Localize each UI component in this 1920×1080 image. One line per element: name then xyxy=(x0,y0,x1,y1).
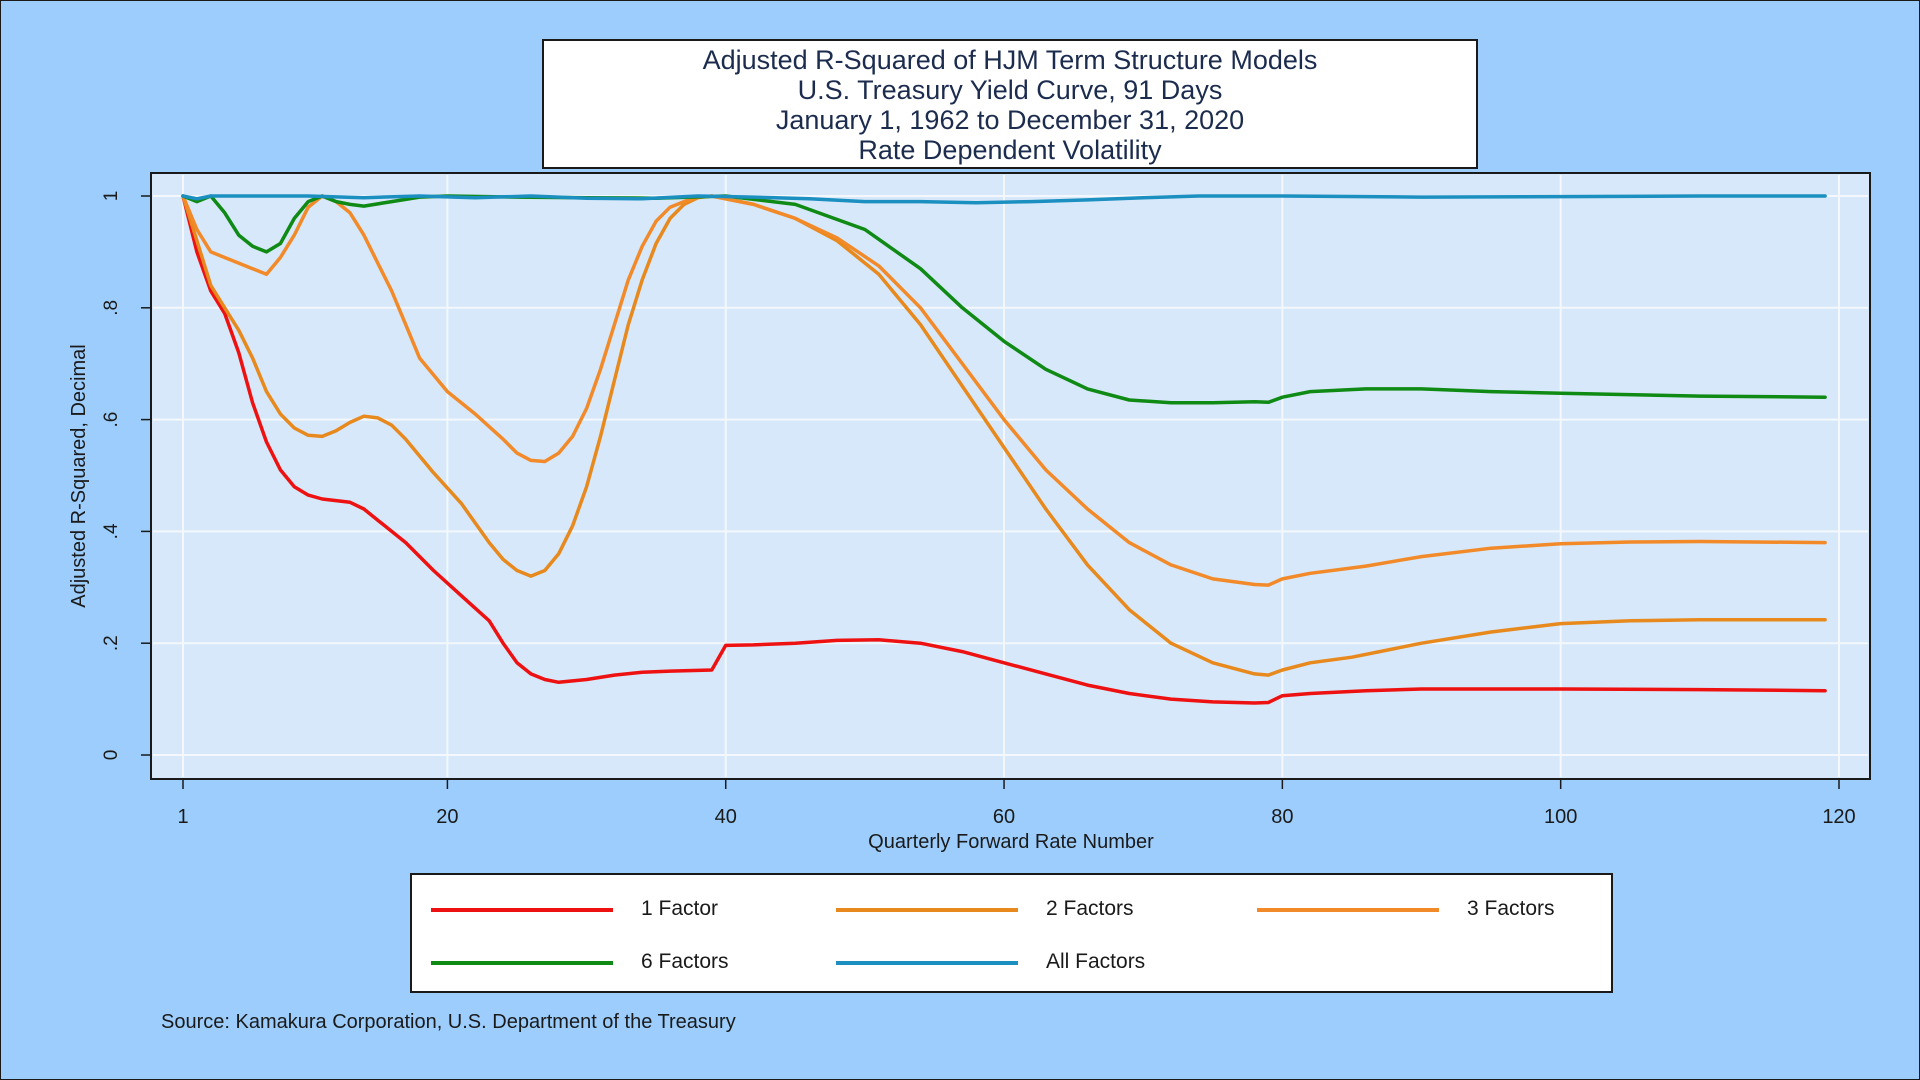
series-line-1-factor xyxy=(181,194,1827,705)
x-tick-label: 80 xyxy=(1271,806,1293,828)
legend-swatch xyxy=(431,961,613,965)
legend-swatch xyxy=(836,908,1018,912)
x-tick-label: 120 xyxy=(1822,806,1855,828)
x-axis-label: Quarterly Forward Rate Number xyxy=(868,831,1154,853)
legend-label: All Factors xyxy=(1046,950,1146,973)
legend-label: 1 Factor xyxy=(641,897,719,920)
series-line-all-factors xyxy=(181,194,1827,205)
x-tick-label: 20 xyxy=(436,806,458,828)
source-note: Source: Kamakura Corporation, U.S. Depar… xyxy=(161,1011,736,1033)
y-tick-label: .6 xyxy=(101,412,122,428)
x-tick-label: 60 xyxy=(993,806,1015,828)
legend: 1 Factor 2 Factors 3 Factors 6 Factors A… xyxy=(410,873,1613,993)
legend-label: 2 Factors xyxy=(1046,897,1134,920)
legend-swatch xyxy=(1257,908,1439,912)
y-tick-label: 0 xyxy=(101,750,122,761)
chart-subtitle-2: January 1, 1962 to December 31, 2020 xyxy=(775,105,1245,135)
series-line-2-factors xyxy=(181,194,1827,677)
y-tick-label: 1 xyxy=(101,191,122,202)
chart-subtitle-1: U.S. Treasury Yield Curve, 91 Days xyxy=(797,75,1223,105)
legend-label: 3 Factors xyxy=(1467,897,1555,920)
chart-title: Adjusted R-Squared of HJM Term Structure… xyxy=(702,45,1318,75)
y-tick-label: .2 xyxy=(101,635,122,651)
legend-label: 6 Factors xyxy=(641,950,729,973)
y-tick-label: .4 xyxy=(101,523,122,539)
x-tick-label: 1 xyxy=(177,806,188,828)
y-tick-label: .8 xyxy=(101,300,122,316)
x-tick-label: 100 xyxy=(1544,806,1577,828)
chart-title-box: Adjusted R-Squared of HJM Term Structure… xyxy=(542,39,1478,169)
legend-swatch xyxy=(836,961,1018,965)
x-tick-label: 40 xyxy=(715,806,737,828)
legend-swatch xyxy=(431,908,613,912)
axes: 0.2.4.6.811 20 40 60 80 100 120 xyxy=(101,191,1856,828)
chart-subtitle-3: Rate Dependent Volatility xyxy=(858,135,1162,165)
y-axis-label: Adjusted R-Squared, Decimal xyxy=(68,344,90,607)
series-lines xyxy=(181,194,1827,705)
